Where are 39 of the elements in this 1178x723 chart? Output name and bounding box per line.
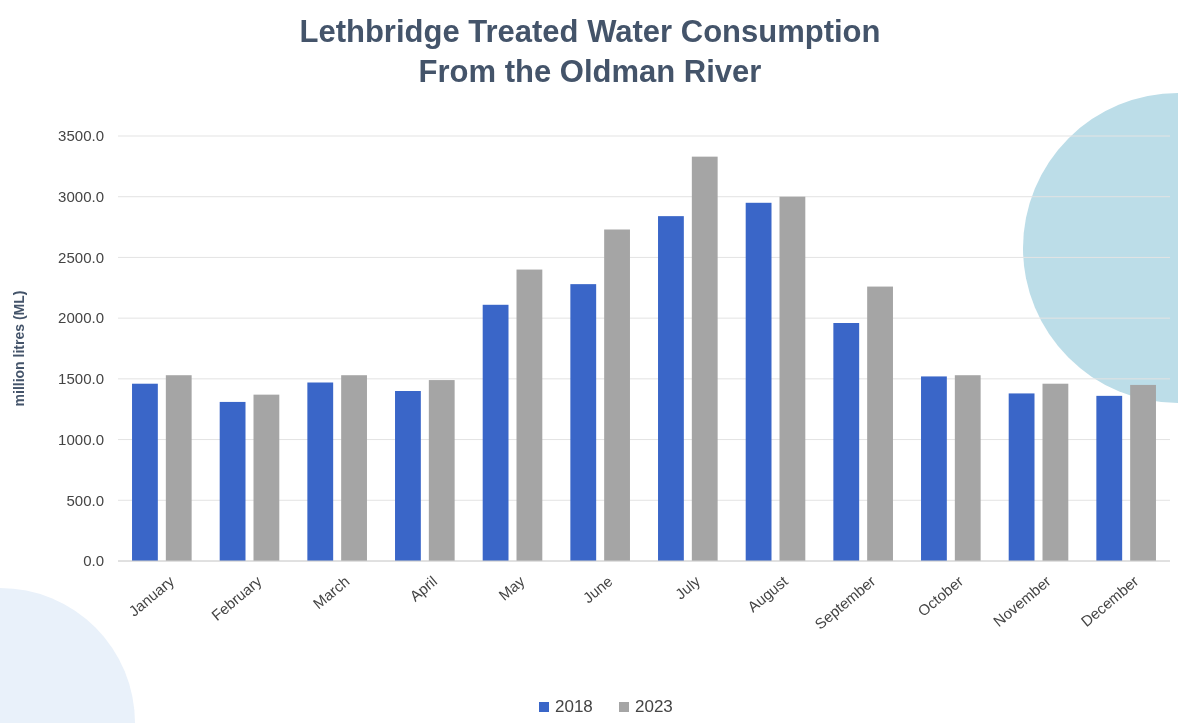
bar <box>341 375 367 561</box>
bar <box>307 382 334 561</box>
bar <box>658 216 684 561</box>
bar <box>604 229 630 561</box>
bar <box>395 391 421 561</box>
bar <box>1130 384 1156 561</box>
bar <box>132 383 158 561</box>
bar <box>867 286 893 561</box>
x-tick-label: June <box>579 572 616 607</box>
bar <box>833 323 860 561</box>
bar <box>921 376 947 561</box>
bar <box>1008 393 1035 561</box>
bar <box>482 304 509 561</box>
y-tick-label: 3500.0 <box>58 127 104 145</box>
bar <box>779 196 806 561</box>
bar <box>428 380 455 561</box>
y-axis-title: million litres (ML) <box>11 290 27 407</box>
y-tick-label: 2500.0 <box>58 248 104 266</box>
bar <box>253 394 280 561</box>
bar <box>165 375 192 561</box>
y-tick-label: 1000.0 <box>58 430 104 448</box>
y-tick-label: 0.0 <box>83 552 104 570</box>
legend-label: 2018 <box>555 697 593 716</box>
y-tick-label: 500.0 <box>66 491 104 509</box>
x-tick-label: July <box>671 571 704 603</box>
x-tick-label: May <box>495 571 529 604</box>
y-tick-label: 3000.0 <box>58 187 104 205</box>
y-tick-label: 2000.0 <box>58 309 104 327</box>
bar <box>570 284 597 561</box>
bar <box>219 401 246 561</box>
bar <box>1096 395 1123 561</box>
bar <box>691 156 718 561</box>
y-tick-label: 1500.0 <box>58 370 104 388</box>
bar <box>954 375 981 561</box>
legend-label: 2023 <box>635 697 673 716</box>
bar <box>1042 383 1069 561</box>
bar <box>516 269 543 561</box>
bar <box>745 202 772 561</box>
chart-title: Lethbridge Treated Water Consumption From the Oldman River <box>299 14 881 89</box>
